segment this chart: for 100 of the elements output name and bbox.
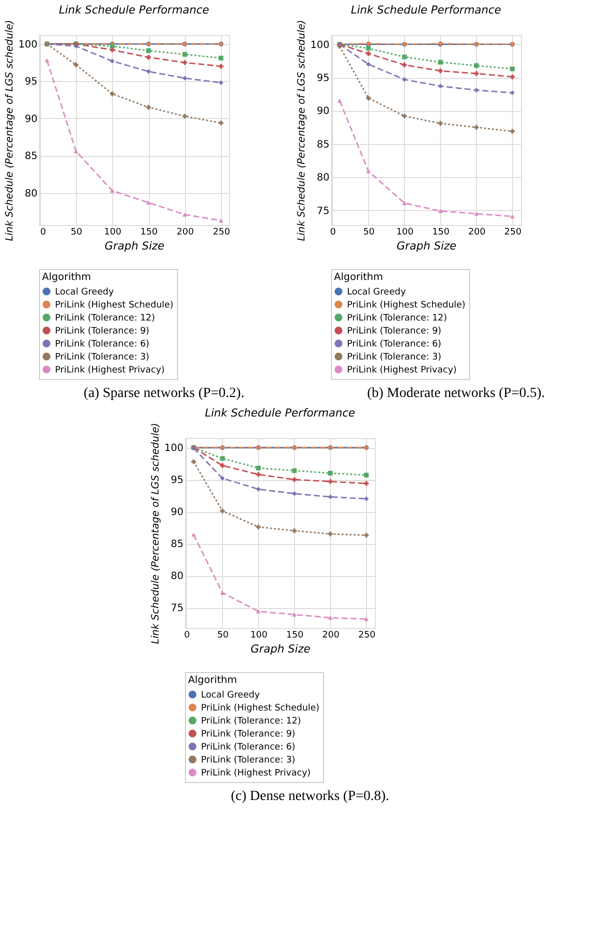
point [256, 609, 261, 614]
y-tick-label: 90 [316, 106, 330, 118]
legend-label: PriLink (Tolerance: 3) [55, 352, 150, 362]
point [366, 51, 371, 56]
point [110, 48, 115, 52]
point [292, 477, 297, 482]
legend-label: PriLink (Tolerance: 6) [347, 340, 442, 350]
point [218, 56, 224, 60]
y-tick-label: 80 [24, 188, 38, 200]
x-tick-label: 100 [250, 630, 268, 640]
x-tick-label: 150 [140, 228, 158, 238]
point [182, 76, 188, 81]
point [366, 62, 371, 67]
legend-label: PriLink (Tolerance: 9) [55, 326, 150, 336]
point [182, 212, 188, 217]
point [218, 218, 224, 223]
point [191, 532, 196, 537]
x-tick-label: 250 [504, 228, 522, 238]
point [220, 456, 225, 461]
point [366, 96, 371, 100]
legend-label: PriLink (Highest Schedule) [347, 300, 466, 310]
legend-label: PriLink (Tolerance: 12) [55, 314, 156, 324]
chart-title: Link Schedule Performance [350, 3, 502, 16]
point [218, 120, 224, 126]
x-tick-label: 50 [217, 630, 229, 640]
x-axis-title: Graph Size [250, 642, 311, 656]
y-tick-label: 95 [316, 73, 330, 84]
point [256, 524, 261, 530]
point [220, 508, 225, 514]
y-tick-label: 85 [316, 139, 330, 150]
chart-title: Link Schedule Performance [204, 406, 356, 420]
y-axis-title: Link Schedule (Percentage of LGS schedule) [4, 20, 16, 242]
point [474, 63, 479, 68]
y-tick-label: 100 [18, 39, 38, 50]
point [510, 128, 515, 134]
point [146, 48, 151, 53]
point [292, 491, 297, 496]
legend-label: Local Greedy [55, 288, 114, 298]
point [364, 496, 369, 502]
point [438, 68, 443, 74]
point [438, 84, 443, 88]
legend-label: PriLink (Tolerance: 9) [347, 326, 442, 336]
legend-label: PriLink (Highest Privacy) [55, 366, 165, 376]
point [218, 80, 224, 86]
point [474, 88, 479, 92]
x-tick-label: 250 [212, 228, 230, 238]
point [74, 44, 78, 49]
x-tick-label: 0 [40, 228, 46, 238]
x-tick-label: 250 [358, 630, 376, 640]
x-tick-label: 150 [432, 228, 450, 238]
x-tick-label: 100 [396, 228, 414, 238]
y-tick-label: 75 [170, 603, 184, 614]
point [220, 463, 225, 468]
legend-label: PriLink (Tolerance: 3) [201, 756, 296, 766]
x-tick-label: 50 [70, 228, 82, 238]
y-tick-label: 85 [170, 539, 184, 550]
legend-label: PriLink (Highest Schedule) [201, 704, 320, 714]
point [328, 479, 333, 484]
x-tick-label: 50 [363, 228, 375, 238]
point [328, 616, 333, 620]
point [44, 58, 50, 62]
legend-label: PriLink (Tolerance: 6) [55, 340, 150, 350]
x-tick-label: 0 [184, 630, 190, 640]
point [402, 114, 407, 118]
point [292, 468, 297, 473]
point [510, 66, 515, 72]
text: (c) Dense networks (P=0.8). [230, 789, 390, 804]
x-tick-label: 200 [176, 228, 194, 238]
point [256, 466, 261, 470]
point [337, 98, 342, 103]
point [110, 188, 115, 193]
y-axis-title: Link Schedule (Percentage of LGS schedule) [296, 20, 308, 242]
point [146, 104, 151, 110]
point [191, 459, 196, 464]
point [328, 470, 333, 476]
y-tick-label: 95 [170, 475, 184, 486]
y-tick-label: 90 [24, 114, 38, 125]
point [474, 71, 479, 76]
point [510, 74, 515, 80]
legend-label: PriLink (Tolerance: 12) [347, 314, 448, 324]
y-tick-label: 100 [164, 443, 184, 454]
point [182, 60, 188, 65]
point [74, 62, 78, 68]
x-axis-title: Graph Size [396, 240, 457, 252]
point [218, 64, 224, 69]
text: (a) Sparse networks (P=0.2). [84, 386, 244, 401]
x-tick-label: 150 [286, 630, 304, 640]
point [438, 121, 443, 126]
point [110, 92, 115, 96]
legend-label: PriLink (Highest Privacy) [201, 768, 311, 778]
x-tick-label: 200 [468, 228, 486, 238]
legend-label: PriLink (Tolerance: 12) [201, 716, 302, 726]
point [74, 149, 78, 154]
legend-label: PriLink (Tolerance: 3) [347, 352, 442, 362]
point [438, 60, 443, 65]
point [292, 528, 297, 534]
legend-label: PriLink (Highest Schedule) [55, 300, 174, 310]
chart-title: Link Schedule Performance [58, 3, 210, 16]
y-tick-label: 95 [24, 76, 38, 88]
point [474, 125, 479, 130]
